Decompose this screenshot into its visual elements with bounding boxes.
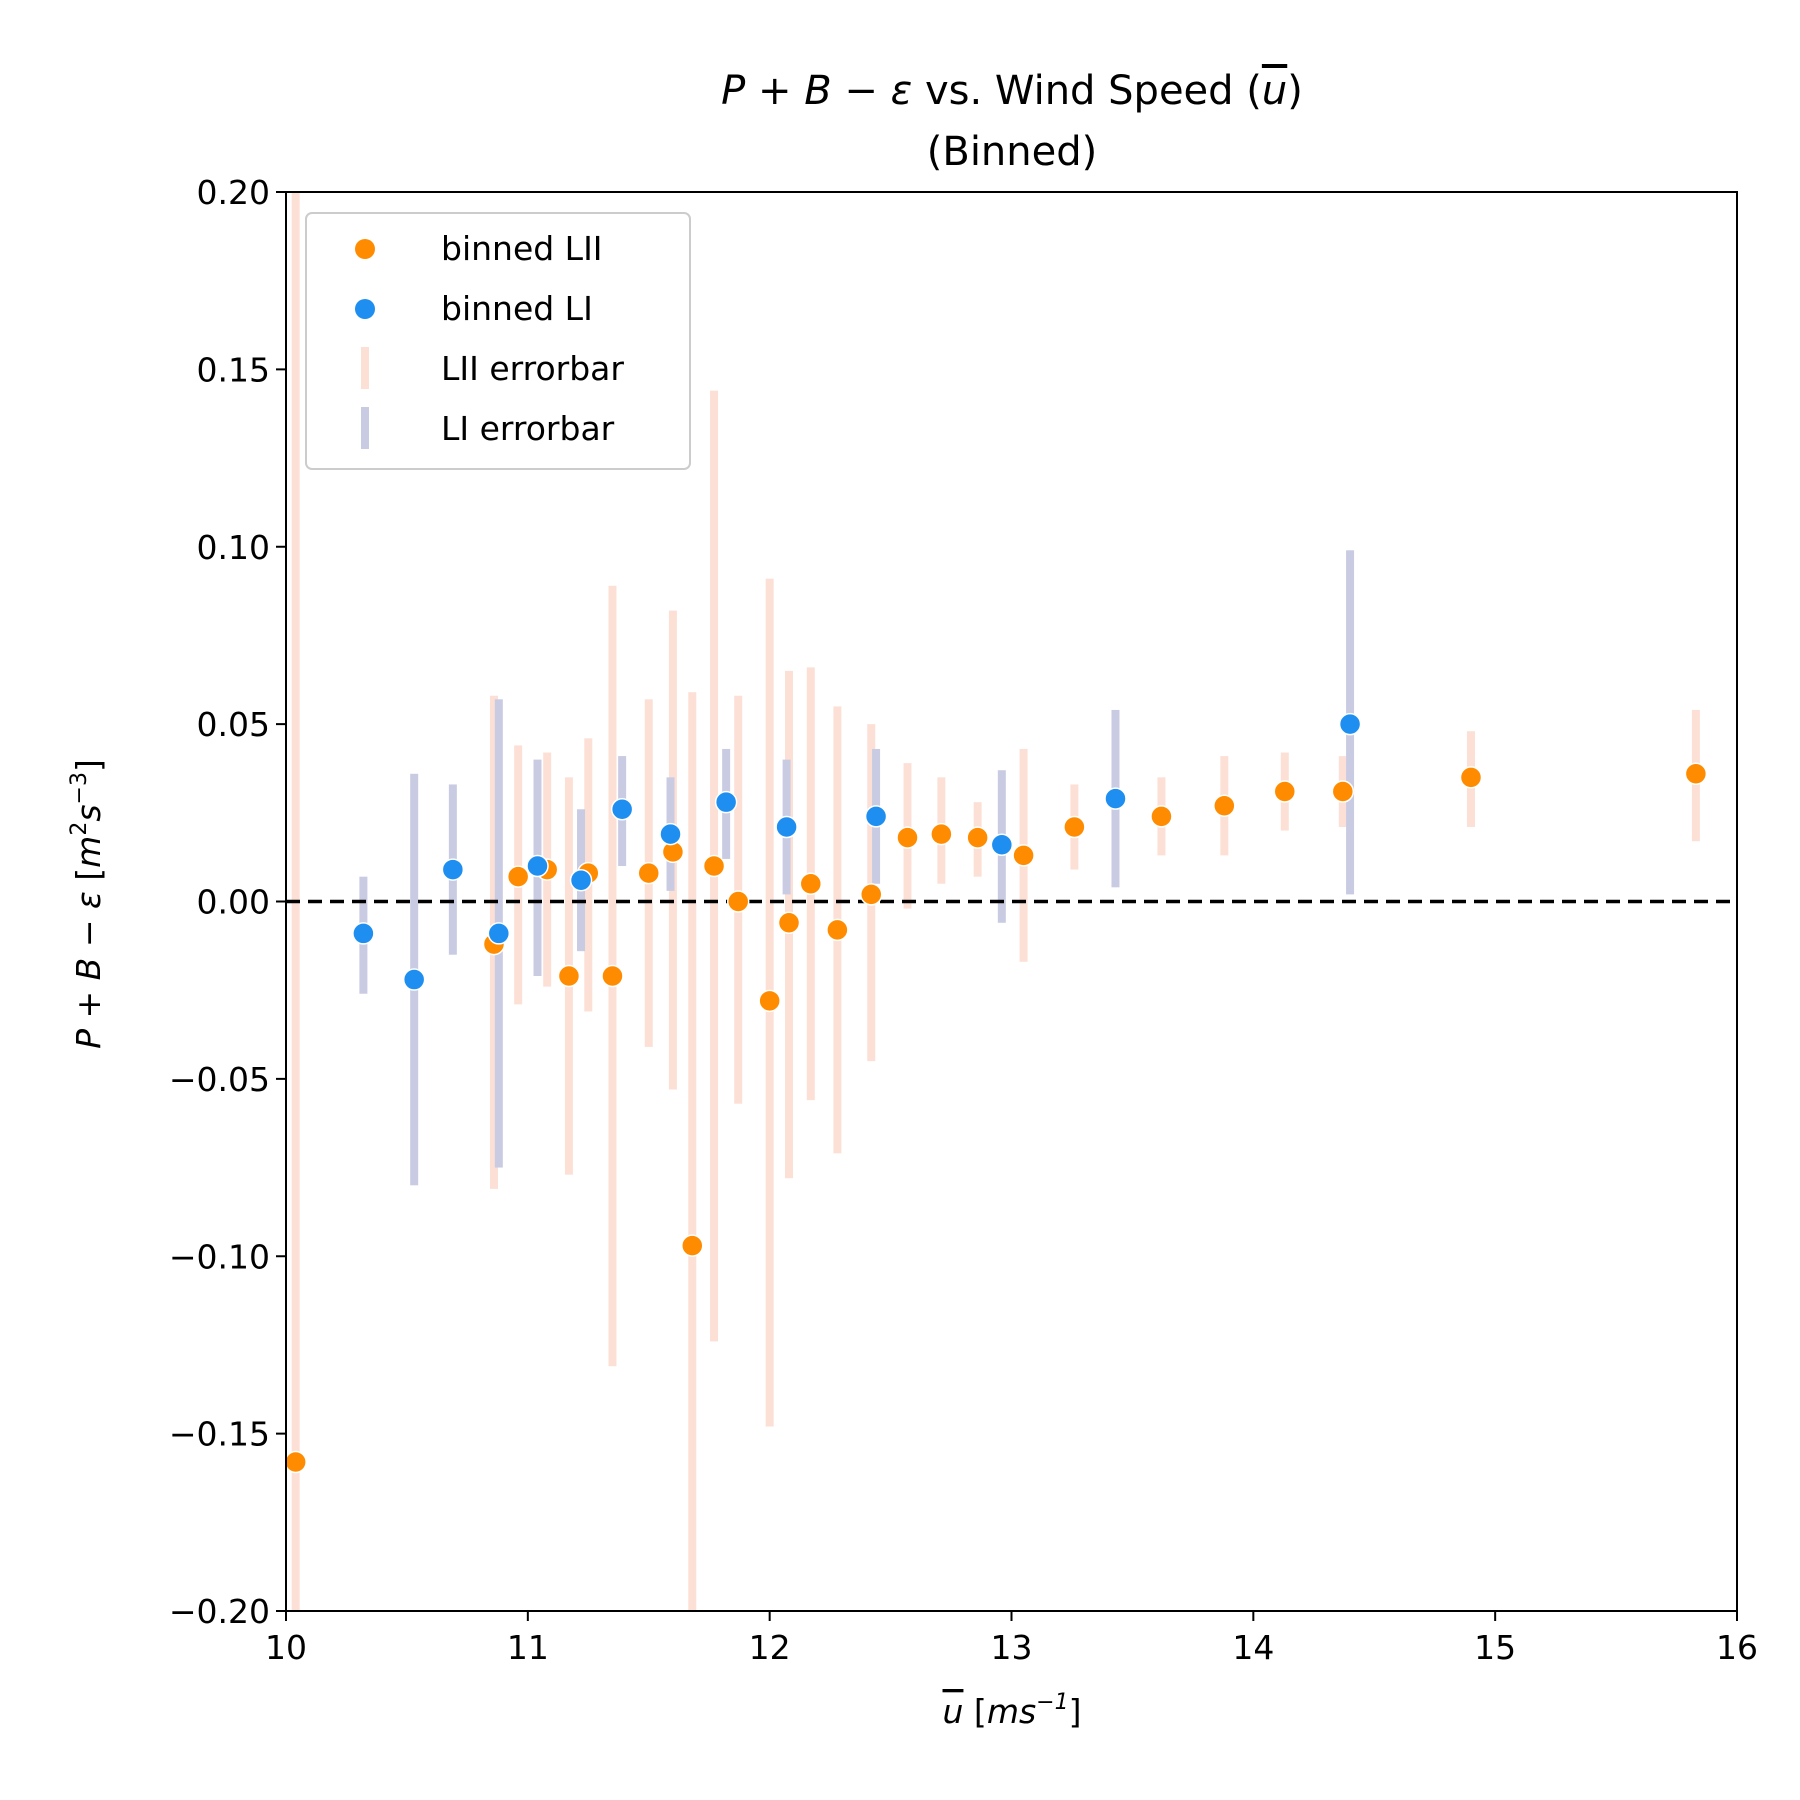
x-tick-label: 13 — [991, 1628, 1033, 1667]
lii-point — [702, 854, 726, 878]
lii-point — [1063, 815, 1086, 839]
x-tick-label: 15 — [1474, 1628, 1516, 1667]
legend-box — [305, 212, 691, 470]
lii-point — [799, 872, 823, 896]
li-point — [610, 798, 634, 821]
li-point — [569, 868, 593, 892]
lii-point — [966, 826, 989, 849]
chart-title: P + B − ε vs. Wind Speed (u) — [721, 68, 1303, 114]
lii-point — [1213, 794, 1236, 817]
legend-li-errorbar-label: LI errorbar — [441, 409, 615, 448]
li-point — [352, 922, 375, 945]
lii-point — [758, 989, 781, 1013]
lii-point — [1273, 780, 1297, 803]
legend-lii-errorbar-swatch — [361, 347, 369, 389]
li-point — [526, 854, 549, 878]
legend-li-errorbar-swatch — [361, 407, 369, 449]
x-tick-label: 14 — [1232, 1628, 1274, 1667]
legend-lii-errorbar-label: LII errorbar — [441, 349, 624, 388]
legend-li-label: binned LI — [441, 289, 593, 328]
li-point — [441, 858, 465, 881]
y-tick-label: 0.15 — [197, 350, 270, 389]
lii-point — [1331, 780, 1355, 803]
lii-point — [726, 890, 750, 913]
legend-li-marker — [355, 299, 375, 319]
lii-point — [930, 822, 953, 846]
lii-point — [1150, 805, 1173, 828]
x-tick-label: 11 — [507, 1628, 549, 1667]
legend: binned LII binned LI LII errorbar LI err… — [305, 212, 691, 470]
lii-point — [506, 865, 530, 888]
y-tick-label: −0.20 — [169, 1592, 270, 1631]
lii-point — [1684, 762, 1708, 786]
y-tick-label: 0.10 — [197, 528, 270, 567]
legend-lii-marker — [355, 239, 375, 259]
y-tick-label: 0.05 — [197, 705, 270, 744]
li-point — [402, 968, 426, 991]
li-point — [864, 805, 888, 828]
y-tick-label: −0.10 — [169, 1237, 270, 1276]
x-axis: 10 11 12 13 14 15 16 — [265, 1611, 1758, 1667]
binned-lii-series — [284, 762, 1708, 1474]
y-tick-label: 0.00 — [197, 883, 270, 922]
y-tick-label: −0.05 — [169, 1060, 270, 1099]
li-point — [1104, 787, 1127, 810]
binned-li-series — [352, 712, 1362, 991]
x-tick-label: 10 — [265, 1628, 307, 1667]
lii-errorbar — [688, 692, 697, 1611]
lii-point — [826, 918, 849, 942]
y-axis: −0.20 −0.15 −0.10 −0.05 0.00 0.05 0.10 0.15 0.20 — [169, 173, 286, 1631]
lii-point — [681, 1234, 704, 1257]
y-axis-label: P + B − ε [m2s−3] — [67, 759, 108, 1049]
lii-point — [601, 964, 624, 988]
li-point — [775, 815, 798, 839]
li-point — [487, 922, 511, 945]
y-tick-label: 0.20 — [197, 173, 270, 212]
legend-lii-label: binned LII — [441, 229, 603, 268]
lii-point — [1012, 844, 1035, 867]
lii-point — [557, 964, 581, 988]
lii-point — [896, 826, 919, 849]
lii-point — [859, 883, 883, 906]
lii-point — [777, 911, 801, 935]
lii-point — [284, 1450, 307, 1474]
li-point — [1338, 712, 1362, 736]
li-point — [990, 833, 1014, 856]
lii-point — [637, 861, 660, 885]
chart-subtitle: (Binned) — [927, 129, 1097, 175]
x-tick-label: 16 — [1716, 1628, 1758, 1667]
y-tick-label: −0.15 — [169, 1415, 270, 1454]
li-point — [714, 790, 738, 814]
li-point — [659, 822, 682, 846]
lii-point — [1459, 766, 1483, 789]
x-tick-label: 12 — [749, 1628, 791, 1667]
